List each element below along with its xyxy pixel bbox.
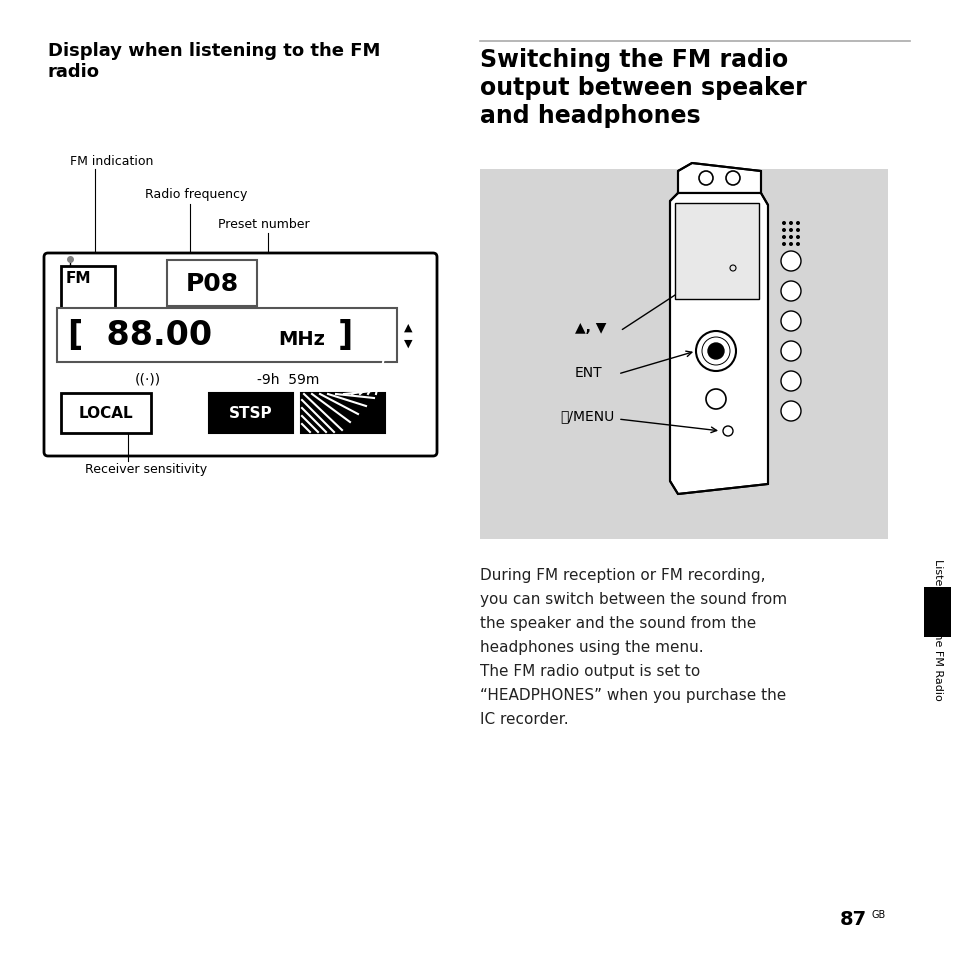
- FancyBboxPatch shape: [61, 267, 115, 309]
- Circle shape: [699, 172, 712, 186]
- Circle shape: [707, 344, 723, 359]
- Text: Switching the FM radio
output between speaker
and headphones: Switching the FM radio output between sp…: [479, 48, 806, 128]
- Text: P08: P08: [185, 272, 238, 295]
- Circle shape: [795, 229, 800, 233]
- FancyBboxPatch shape: [61, 394, 151, 434]
- Circle shape: [781, 401, 801, 421]
- Text: GB: GB: [871, 909, 885, 919]
- Text: ▲: ▲: [403, 323, 412, 333]
- Text: FM indication: FM indication: [70, 154, 153, 168]
- Circle shape: [781, 243, 785, 247]
- Circle shape: [722, 427, 732, 436]
- Bar: [923, 587, 950, 638]
- Text: MHz: MHz: [277, 330, 325, 349]
- Circle shape: [705, 390, 725, 410]
- Polygon shape: [669, 193, 767, 495]
- Text: -9h  59m: -9h 59m: [256, 373, 319, 387]
- Text: ▼: ▼: [403, 338, 412, 349]
- Text: Receiver sensitivity: Receiver sensitivity: [85, 462, 207, 476]
- Circle shape: [788, 243, 792, 247]
- Circle shape: [788, 235, 792, 240]
- FancyBboxPatch shape: [57, 309, 396, 363]
- Circle shape: [795, 235, 800, 240]
- Text: During FM reception or FM recording,: During FM reception or FM recording,: [479, 567, 764, 582]
- Text: Radio frequency: Radio frequency: [145, 188, 247, 201]
- Circle shape: [795, 222, 800, 226]
- Text: STSP: STSP: [229, 406, 273, 421]
- FancyBboxPatch shape: [301, 394, 385, 434]
- FancyBboxPatch shape: [44, 253, 436, 456]
- Text: FM: FM: [66, 271, 91, 286]
- Circle shape: [781, 372, 801, 392]
- Text: [  88.00: [ 88.00: [68, 319, 212, 352]
- Text: ▲, ▼: ▲, ▼: [575, 320, 606, 335]
- Text: you can switch between the sound from: you can switch between the sound from: [479, 592, 786, 606]
- Text: The FM radio output is set to: The FM radio output is set to: [479, 663, 700, 679]
- Text: ]: ]: [337, 319, 353, 352]
- Text: ENT: ENT: [575, 366, 602, 379]
- Circle shape: [781, 222, 785, 226]
- Bar: [675, 204, 759, 300]
- Text: 87: 87: [840, 909, 866, 928]
- Text: headphones using the menu.: headphones using the menu.: [479, 639, 703, 655]
- Circle shape: [725, 172, 740, 186]
- Circle shape: [781, 341, 801, 361]
- FancyBboxPatch shape: [167, 261, 256, 307]
- Circle shape: [781, 229, 785, 233]
- Text: Listening to the FM Radio: Listening to the FM Radio: [932, 558, 942, 700]
- Circle shape: [696, 332, 735, 372]
- Circle shape: [781, 282, 801, 302]
- Text: LOCAL: LOCAL: [78, 406, 133, 421]
- Bar: [479, 170, 887, 539]
- Text: ((·)): ((·)): [134, 373, 161, 387]
- FancyBboxPatch shape: [209, 394, 293, 434]
- Text: “HEADPHONES” when you purchase the: “HEADPHONES” when you purchase the: [479, 687, 785, 702]
- Circle shape: [788, 222, 792, 226]
- Circle shape: [781, 312, 801, 332]
- Text: ⎙/MENU: ⎙/MENU: [559, 409, 614, 422]
- Text: IC recorder.: IC recorder.: [479, 711, 568, 726]
- Circle shape: [795, 243, 800, 247]
- Circle shape: [788, 229, 792, 233]
- Text: the speaker and the sound from the: the speaker and the sound from the: [479, 616, 756, 630]
- Polygon shape: [678, 164, 760, 193]
- Circle shape: [781, 235, 785, 240]
- Text: Display when listening to the FM
radio: Display when listening to the FM radio: [48, 42, 380, 81]
- Circle shape: [781, 252, 801, 272]
- Text: Preset number: Preset number: [218, 218, 310, 231]
